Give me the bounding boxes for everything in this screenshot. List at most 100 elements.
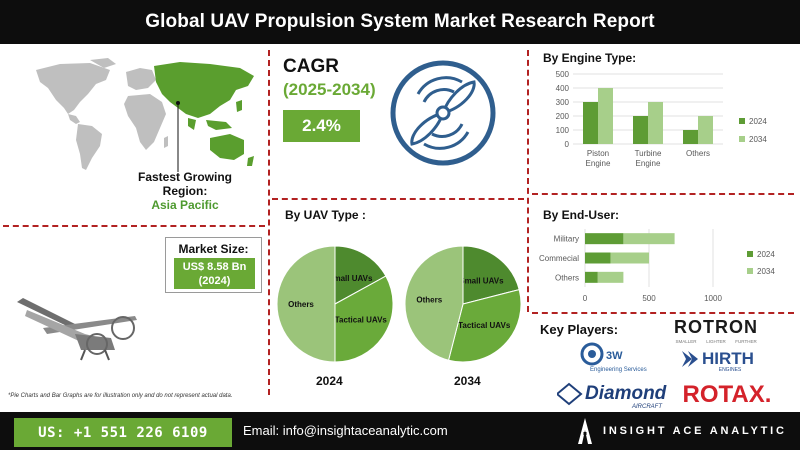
svg-text:FURTHER: FURTHER xyxy=(735,339,757,344)
pie-label-small-uavs: Small UAVs xyxy=(328,274,373,283)
x-tick-label: 1000 xyxy=(704,294,722,303)
divider-left-panel xyxy=(3,225,265,227)
market-size-label: Market Size: xyxy=(178,242,249,256)
cagr-value: 2.4% xyxy=(283,110,360,142)
legend-label-2024: 2024 xyxy=(757,250,775,259)
cagr-title: CAGR xyxy=(283,56,339,77)
propeller-icon xyxy=(390,60,496,166)
x-tick-label: Piston Engine xyxy=(586,149,611,168)
region-label: Fastest Growing Region: xyxy=(137,170,232,198)
brand-logo-icon xyxy=(578,418,592,444)
pie-label-tactical-uavs: Tactical UAVs xyxy=(458,321,511,330)
bar-2034-turbine-engine xyxy=(648,102,663,144)
divider-right-top xyxy=(532,193,794,195)
pie-slice-small-uavs xyxy=(462,245,520,305)
market-size-card: Market Size: US$ 8.58 Bn (2024) xyxy=(165,237,262,293)
pie-label-others: Others xyxy=(416,296,442,305)
svg-text:ROTAX.: ROTAX. xyxy=(683,381,772,408)
y-tick-label: 400 xyxy=(556,84,570,93)
pie-slice-tactical-uavs xyxy=(334,275,394,363)
svg-text:Diamond: Diamond xyxy=(585,383,667,404)
pie-slice-tactical-uavs xyxy=(447,288,522,363)
x-tick-label: 0 xyxy=(583,294,588,303)
engine-type-title: By Engine Type: xyxy=(543,51,637,65)
legend-label-2024: 2024 xyxy=(749,117,767,126)
pie-year-2024: 2024 xyxy=(316,374,343,388)
pie-chart-2024: Small UAVs Tactical UAVs Others xyxy=(276,245,394,363)
phone-number[interactable]: US: +1 551 226 6109 xyxy=(14,418,232,447)
legend-swatch-2024 xyxy=(747,251,753,257)
pie-chart-2034: Small UAVs Tactical UAVs Others xyxy=(404,245,522,363)
legend-label-2034: 2034 xyxy=(757,267,775,276)
3w-engineering-logo: 3W Engineering Services xyxy=(580,342,647,373)
bar-2034-military xyxy=(623,233,675,245)
pie-year-2034: 2034 xyxy=(454,374,481,388)
y-tick-label: 100 xyxy=(556,126,570,135)
bar-2024-military xyxy=(585,233,624,245)
diamond-aircraft-logo: Diamond AIRCRAFT xyxy=(557,382,667,410)
y-tick-label: Commecial xyxy=(539,254,579,263)
uav-type-title: By UAV Type : xyxy=(285,208,366,222)
bar-2024-turbine-engine xyxy=(633,116,648,144)
svg-text:ENGINES: ENGINES xyxy=(719,367,742,373)
bar-2024-others xyxy=(585,271,598,283)
end-user-chart: 0 500 1000 Military Commecial Others 2024 2034 xyxy=(539,229,775,303)
svg-text:HIRTH: HIRTH xyxy=(702,349,754,368)
bar-2024-commecial xyxy=(585,252,611,264)
legend-swatch-2034 xyxy=(747,268,753,274)
svg-text:ROTRON: ROTRON xyxy=(674,317,758,337)
legend-label-2034: 2034 xyxy=(749,135,767,144)
y-tick-label: Military xyxy=(554,235,579,244)
email-link[interactable]: Email: info@insightaceanalytic.com xyxy=(243,423,448,438)
pie-label-others: Others xyxy=(288,300,314,309)
svg-text:Engineering Services: Engineering Services xyxy=(590,367,647,373)
bar-2034-others xyxy=(597,271,624,283)
pie-slice-small-uavs xyxy=(334,245,387,305)
pie-label-small-uavs: Small UAVs xyxy=(459,276,504,285)
market-size-value: US$ 8.58 Bn xyxy=(182,261,247,273)
svg-text:SMALLER: SMALLER xyxy=(675,339,697,344)
page-title: Global UAV Propulsion System Market Rese… xyxy=(145,11,655,32)
divider-left xyxy=(268,50,270,395)
drone-illustration xyxy=(17,298,137,361)
bar-2024-piston-engine xyxy=(583,102,598,144)
report-header: Global UAV Propulsion System Market Rese… xyxy=(0,0,800,44)
x-tick-label: Others xyxy=(686,149,710,158)
svg-text:LIGHTER: LIGHTER xyxy=(706,339,726,344)
svg-text:AIRCRAFT: AIRCRAFT xyxy=(631,404,663,410)
y-tick-label: Others xyxy=(555,273,579,282)
divider-right xyxy=(527,50,529,312)
bar-2034-others xyxy=(698,116,713,144)
cagr-years: (2025-2034) xyxy=(283,80,376,99)
y-tick-label: 200 xyxy=(556,112,570,121)
region-value: Asia Pacific xyxy=(151,198,219,212)
world-map xyxy=(36,58,254,170)
region-pointer xyxy=(176,101,180,172)
pie-slice-others xyxy=(276,245,336,363)
market-size-value-box: US$ 8.58 Bn (2024) xyxy=(174,258,255,289)
x-tick-label: Turbine Engine xyxy=(635,149,662,168)
divider-center-panel xyxy=(272,198,524,200)
bar-2034-commecial xyxy=(610,252,649,264)
y-tick-label: 300 xyxy=(556,98,570,107)
engine-type-chart: 0 100 200 300 400 500 Piston Engine Turbine Engin… xyxy=(556,70,768,168)
legend-swatch-2024 xyxy=(739,118,745,124)
hirth-logo: HIRTH ENGINES xyxy=(682,349,754,373)
pie-label-tactical-uavs: Tactical UAVs xyxy=(335,315,388,324)
end-user-title: By End-User: xyxy=(543,208,620,222)
pie-slice-others xyxy=(404,245,464,361)
x-tick-label: 500 xyxy=(642,294,656,303)
y-tick-label: 0 xyxy=(565,140,570,149)
y-tick-label: 500 xyxy=(556,70,570,79)
rotron-logo: ROTRON SMALLER LIGHTER FURTHER xyxy=(656,317,776,344)
bar-2024-others xyxy=(683,130,698,144)
footnote: *Pie Charts and Bar Graphs are for illus… xyxy=(8,393,233,399)
bar-2034-piston-engine xyxy=(598,88,613,144)
rotax-logo: ROTAX. xyxy=(683,381,772,408)
divider-right-bottom xyxy=(532,312,794,314)
key-players-title: Key Players: xyxy=(540,322,619,337)
svg-text:3W: 3W xyxy=(606,350,623,362)
market-size-year: (2024) xyxy=(198,275,231,287)
brand-name: INSIGHT ACE ANALYTIC xyxy=(603,425,787,437)
legend-swatch-2034 xyxy=(739,136,745,142)
